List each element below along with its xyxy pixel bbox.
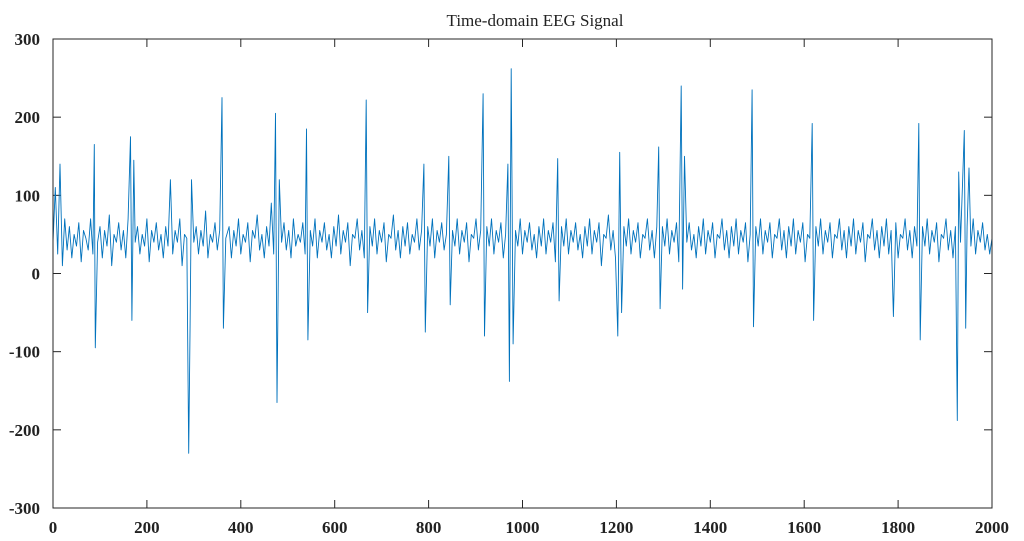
x-tick-label: 1600 [787,518,821,537]
x-tick-label: 2000 [975,518,1009,537]
y-tick-label: -200 [9,421,40,440]
y-tick-label: -300 [9,499,40,518]
x-tick-label: 800 [416,518,442,537]
axis-ticks [52,38,993,509]
x-tick-label: 0 [49,518,58,537]
plot-area-frame [52,38,993,509]
x-tick-label: 1400 [693,518,727,537]
x-tick-label: 600 [322,518,348,537]
chart-title: Time-domain EEG Signal [447,11,624,30]
x-tick-label: 1200 [599,518,633,537]
y-tick-label: 200 [15,108,41,127]
y-tick-label: 100 [15,186,41,205]
eeg-signal-line [52,68,993,454]
x-tick-label: 1800 [881,518,915,537]
y-tick-label: 0 [32,265,41,284]
y-tick-label: 300 [15,30,41,49]
y-tick-label: -100 [9,343,40,362]
tick-labels: 0 200 400 600 800 1000 1200 1400 1600 1800 2000300… [9,30,1009,537]
x-tick-label: 400 [228,518,254,537]
x-tick-label: 1000 [506,518,540,537]
x-tick-label: 200 [134,518,160,537]
